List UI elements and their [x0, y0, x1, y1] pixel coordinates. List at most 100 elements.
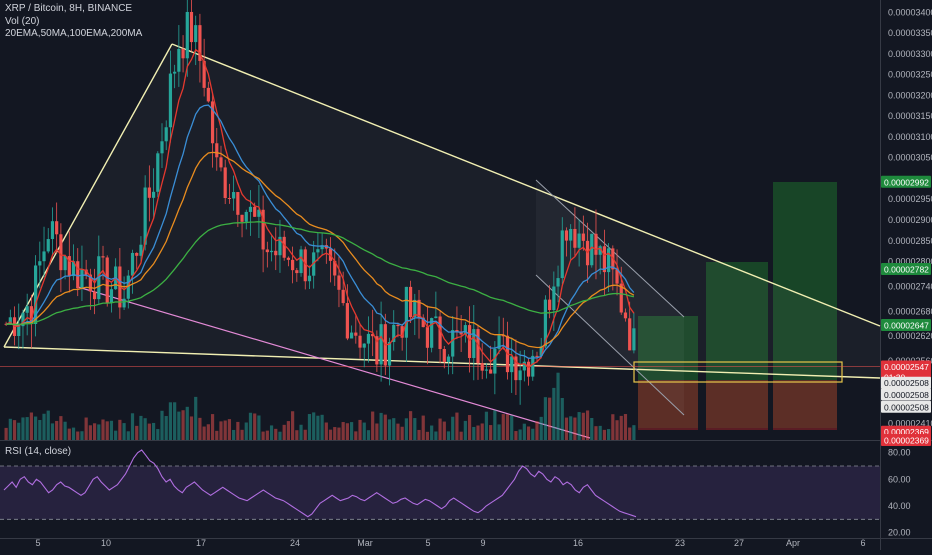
- volume-bar: [484, 411, 489, 440]
- channel-fill: [536, 180, 684, 415]
- price-tick-label: 0.00002850: [888, 236, 932, 246]
- volume-bar: [97, 424, 101, 440]
- volume-bar: [299, 424, 303, 440]
- candle-body: [425, 327, 430, 348]
- candle-body: [341, 289, 345, 304]
- price-badge: [881, 360, 931, 373]
- volume-bar: [160, 410, 164, 440]
- volume-label: Vol (20): [5, 16, 40, 27]
- volume-bar: [105, 421, 109, 440]
- rsi-label: RSI (14, close): [5, 446, 72, 457]
- candle-body: [354, 332, 358, 336]
- volume-bar: [522, 423, 526, 440]
- volume-bar: [387, 419, 392, 440]
- ma-legend[interactable]: 20EMA,50MA,100EMA,200MA: [5, 28, 142, 40]
- candle-body: [573, 228, 577, 248]
- candle-body: [126, 275, 130, 299]
- candle-body: [564, 230, 569, 241]
- time-tick-label: 10: [101, 538, 111, 548]
- volume-bar: [611, 414, 615, 440]
- price-badge: [881, 388, 931, 401]
- candle-body: [278, 236, 282, 256]
- volume-bar: [366, 430, 371, 440]
- price-badge-label: 0.00002647: [884, 321, 929, 331]
- volume-bar: [114, 430, 118, 440]
- volume-bar: [139, 415, 143, 440]
- candle-body: [25, 306, 29, 313]
- candle-body: [350, 332, 354, 339]
- candle-body: [548, 299, 552, 311]
- candle-body: [451, 330, 455, 357]
- volume-bar: [333, 427, 337, 440]
- candle-body: [143, 187, 147, 245]
- candle-body: [34, 265, 38, 325]
- candle-body: [286, 257, 290, 260]
- rsi-tick-label: 80.00: [888, 448, 911, 458]
- candle-body: [84, 269, 88, 275]
- candle-body: [80, 269, 84, 289]
- volume-bar: [316, 415, 320, 440]
- candle-body: [371, 333, 375, 337]
- candle-body: [531, 355, 535, 377]
- candle-body: [489, 369, 493, 374]
- price-tick-label: 0.00003200: [888, 90, 932, 100]
- candle-body: [320, 245, 324, 250]
- candle-body: [333, 260, 337, 276]
- candle-body: [210, 101, 215, 144]
- candle-body: [269, 250, 274, 253]
- candle-body: [29, 306, 33, 325]
- price-badge: [881, 175, 931, 188]
- volume-bar: [362, 422, 366, 440]
- candle-body: [130, 252, 135, 276]
- candle-body: [282, 236, 286, 258]
- candle-body: [446, 356, 451, 362]
- time-tick-label: 17: [196, 538, 206, 548]
- volume-bar: [147, 423, 151, 440]
- volume-bar: [76, 431, 80, 440]
- candle-body: [552, 286, 556, 311]
- volume-bar: [38, 420, 42, 440]
- candle-body: [421, 317, 425, 328]
- ma-line-200ma: [6, 221, 635, 326]
- candle-body: [493, 348, 497, 374]
- volume-bar: [4, 427, 8, 440]
- volume-bar: [598, 425, 602, 440]
- price-badge: [881, 400, 931, 413]
- volume-bar: [455, 412, 459, 440]
- volume-bar: [50, 423, 55, 440]
- symbol-legend[interactable]: XRP / Bitcoin, 8H, BINANCE: [5, 3, 132, 15]
- wedge-fill: [4, 44, 880, 378]
- candle-body: [463, 325, 467, 335]
- candle-body: [307, 275, 312, 282]
- candle-body: [244, 211, 248, 222]
- price-tick-label: 0.00002900: [888, 215, 932, 225]
- rsi-band-fill: [0, 466, 880, 520]
- volume-bar: [8, 418, 12, 440]
- candle-body: [303, 249, 307, 282]
- candle-body: [59, 234, 63, 271]
- volume-bar: [12, 420, 17, 440]
- volume-legend[interactable]: Vol (20): [5, 16, 39, 28]
- volume-bar: [236, 421, 240, 440]
- candle-body: [261, 209, 265, 250]
- volume-bar: [501, 414, 505, 440]
- candle-body: [628, 318, 632, 351]
- time-tick-label: 9: [480, 538, 485, 548]
- price-badge-label: 0.00002369: [884, 436, 929, 446]
- candle-body: [164, 127, 168, 142]
- volume-bar: [358, 419, 362, 440]
- candle-body: [168, 73, 173, 128]
- volume-bar: [126, 431, 130, 440]
- candle-body: [67, 256, 71, 277]
- price-badge: [881, 376, 931, 389]
- candle-body: [577, 233, 581, 248]
- rsi-tick-label: 20.00: [888, 528, 911, 538]
- candle-body: [417, 299, 421, 318]
- symbol-title: XRP / Bitcoin, 8H, BINANCE: [5, 3, 133, 14]
- volume-bars: [4, 372, 636, 440]
- rsi-legend[interactable]: RSI (14, close): [5, 446, 71, 458]
- candle-body: [240, 214, 244, 222]
- volume-bar: [543, 397, 548, 440]
- candle-body: [518, 370, 522, 381]
